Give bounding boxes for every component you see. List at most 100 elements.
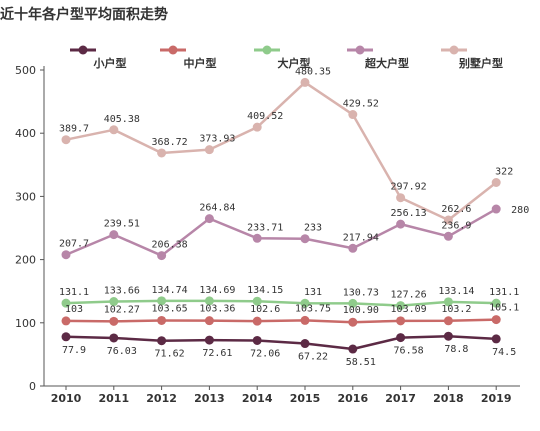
legend-item: 小户型: [70, 45, 127, 70]
series-labels-0: 77.9 76.03 71.62 72.61 72.06 67.22 58.51 76.58 7…: [62, 344, 516, 368]
y-tick-label: 300: [15, 190, 36, 203]
x-tick-label: 2019: [481, 392, 512, 405]
y-tick-label: 200: [15, 254, 36, 267]
y-tick-label: 100: [15, 317, 36, 330]
data-label: 131.1: [489, 287, 519, 298]
data-label: 76.03: [107, 346, 137, 357]
data-label: 71.62: [155, 349, 185, 360]
legend-label: 别墅户型: [458, 56, 503, 70]
data-label: 409.52: [247, 111, 283, 122]
data-point: [443, 215, 453, 225]
data-point: [491, 334, 501, 344]
data-label: 77.9: [62, 345, 86, 356]
data-label: 133.14: [438, 286, 474, 297]
data-point: [348, 317, 358, 327]
legend-label: 小户型: [93, 56, 127, 70]
data-label: 207.7: [59, 239, 89, 250]
data-label: 322: [495, 166, 513, 177]
data-label: 58.51: [346, 357, 376, 368]
series-labels-4: 389.7 405.38 368.72 373.93 409.52 480.35 429.5…: [59, 66, 513, 215]
data-label: 236.9: [441, 220, 471, 231]
series-0: [61, 331, 501, 354]
legend-swatch-marker: [78, 45, 88, 55]
x-tick-label: 2010: [51, 392, 82, 405]
data-point: [252, 122, 262, 132]
data-point: [109, 333, 119, 343]
data-point: [157, 336, 167, 346]
data-label: 405.38: [104, 114, 140, 125]
y-tick-label: 400: [15, 127, 36, 140]
data-point: [348, 298, 358, 308]
data-label: 233: [304, 223, 322, 234]
data-label: 133.66: [104, 286, 140, 297]
data-point: [157, 148, 167, 158]
data-point: [204, 335, 214, 345]
legend-item: 别墅户型: [441, 45, 503, 70]
data-point: [204, 316, 214, 326]
data-point: [61, 250, 71, 260]
data-label: 105.1: [489, 303, 519, 314]
data-label: 103.2: [441, 304, 471, 315]
legend: 小户型 中户型 大户型 超大户型 别墅户型: [70, 45, 503, 70]
legend-item: 中户型: [160, 45, 217, 70]
series-line: [65, 207, 497, 257]
data-label: 102.27: [104, 304, 140, 315]
data-point: [61, 316, 71, 326]
series-4: [61, 77, 501, 225]
data-point: [396, 333, 406, 343]
x-tick-label: 2017: [385, 392, 416, 405]
series-line: [65, 299, 497, 307]
legend-item: 超大户型: [347, 45, 409, 70]
data-label: 76.58: [394, 346, 424, 357]
series-line: [65, 334, 497, 351]
data-label: 100.90: [343, 305, 379, 316]
series-line: [65, 318, 497, 324]
data-point: [157, 315, 167, 325]
data-point: [204, 296, 214, 306]
data-label: 103.65: [152, 303, 188, 314]
data-point: [109, 125, 119, 135]
data-point: [443, 231, 453, 241]
data-label: 206.38: [152, 240, 188, 251]
y-tick-label: 500: [15, 64, 36, 77]
data-label: 72.61: [202, 348, 232, 359]
x-tick-label: 2013: [194, 392, 225, 405]
data-label: 103: [65, 304, 83, 315]
y-tick-label: 0: [29, 380, 36, 393]
data-point: [252, 316, 262, 326]
data-label: 131.1: [59, 287, 89, 298]
data-label: 368.72: [152, 137, 188, 148]
legend-label: 中户型: [184, 56, 217, 70]
data-label: 130.73: [343, 287, 379, 298]
data-point: [443, 316, 453, 326]
series-line: [65, 81, 497, 222]
data-label: 103.75: [295, 303, 331, 314]
x-tick-label: 2018: [433, 392, 464, 405]
data-label: 262.6: [441, 204, 471, 215]
series-labels-2: 131.1 133.66 134.74 134.69 134.15 131 130.73 12…: [59, 285, 519, 301]
data-point: [157, 296, 167, 306]
data-point: [300, 234, 310, 244]
series-1: [61, 315, 501, 327]
data-point: [157, 251, 167, 261]
data-label: 239.51: [104, 219, 140, 230]
legend-label: 大户型: [278, 56, 311, 70]
data-point: [61, 135, 71, 145]
series-2: [61, 296, 501, 311]
data-point: [491, 204, 501, 214]
data-label: 134.69: [199, 285, 235, 296]
series-3: [61, 204, 501, 261]
data-point: [396, 219, 406, 229]
data-label: 480.35: [295, 66, 331, 77]
data-point: [252, 233, 262, 243]
data-point: [61, 298, 71, 308]
data-label: 256.13: [391, 208, 427, 219]
data-label: 67.22: [298, 352, 328, 363]
data-label: 429.52: [343, 99, 379, 110]
legend-item: 大户型: [254, 45, 311, 70]
data-point: [109, 316, 119, 326]
legend-swatch-marker: [449, 45, 459, 55]
data-label: 103.36: [199, 304, 235, 315]
data-label: 389.7: [59, 124, 89, 135]
data-point: [443, 297, 453, 307]
